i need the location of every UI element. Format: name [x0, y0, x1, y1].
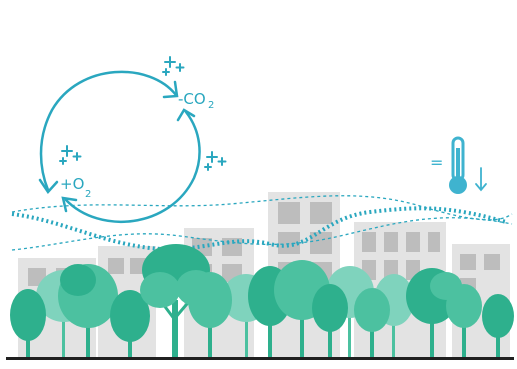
wind-wave-icon [11, 195, 513, 252]
arrow-head-right [176, 108, 196, 122]
tree [446, 284, 482, 358]
minus-co2-subscript: 2 [208, 100, 214, 111]
arrow-down-icon [475, 167, 487, 192]
tree [58, 264, 118, 358]
cycle-arc-bottom [64, 110, 201, 224]
plus-o2-label: +O [60, 175, 84, 193]
plus-o2-subscript: 2 [85, 189, 91, 200]
tree [354, 288, 390, 358]
tree [482, 294, 514, 358]
arrow-head-bottom [61, 196, 78, 213]
wind-line-dotted-thin [11, 195, 513, 221]
wind-line-dotted-bottom [11, 217, 513, 251]
thermometer-down-icon [449, 136, 487, 194]
sparkle-icon [162, 56, 185, 76]
sparkle-icon [204, 151, 227, 171]
ground-line [6, 357, 514, 360]
sparkle-icon [59, 145, 82, 165]
arrow-head-left [38, 178, 59, 195]
co2-o2-cycle-icon [38, 70, 201, 224]
minus-co2-label: -CO [178, 90, 206, 108]
arrow-head-top [162, 80, 179, 99]
trees [10, 244, 514, 358]
tree [312, 284, 348, 358]
cycle-arc-top [39, 70, 178, 192]
tree [10, 289, 46, 358]
wind-line-thick-dashed [11, 206, 507, 252]
tree [110, 290, 150, 358]
tree [188, 272, 232, 358]
thermometer-equal-sign: = [430, 153, 443, 172]
